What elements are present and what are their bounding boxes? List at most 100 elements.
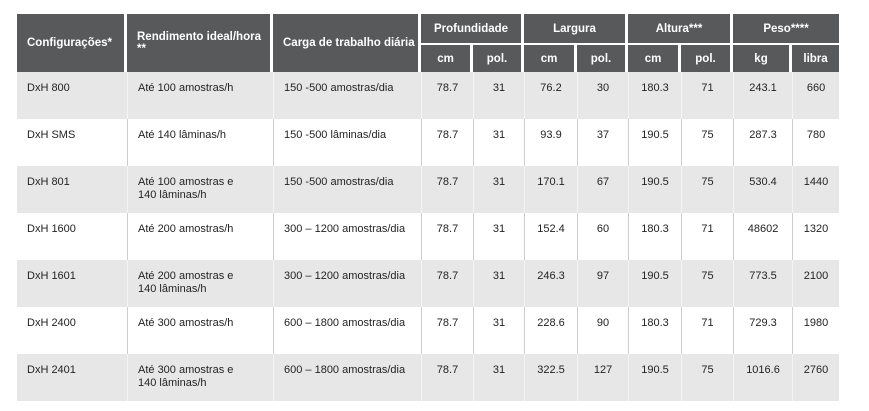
cell-largura-pol: 60 <box>577 213 629 260</box>
cell-largura-cm: 228.6 <box>524 307 577 354</box>
cell-altura-pol: 71 <box>681 72 734 119</box>
col-header-carga: Carga de trabalho diária <box>273 14 421 72</box>
table-row-dxh-800: DxH 800 Até 100 amostras/h 150 -500 amos… <box>17 72 840 119</box>
cell-profundidade-cm: 78.7 <box>421 354 473 401</box>
col-group-profundidade: Profundidade <box>421 14 524 45</box>
table-row-dxh-2400: DxH 2400 Até 300 amostras/h 600 – 1800 a… <box>17 307 840 354</box>
cell-workload: 150 -500 lâminas/dia <box>273 119 421 166</box>
subcol-profundidade-cm: cm <box>421 45 473 72</box>
cell-config: DxH 1601 <box>17 260 127 307</box>
cell-profundidade-pol: 31 <box>473 354 524 401</box>
subcol-largura-cm: cm <box>524 45 577 72</box>
cell-throughput: Até 300 amostras/h <box>127 307 273 354</box>
subcol-profundidade-pol: pol. <box>473 45 524 72</box>
table-row-dxh-2401: DxH 2401 Até 300 amostras e 140 lâminas/… <box>17 354 840 401</box>
col-header-rendimento: Rendimento ideal/hora ** <box>127 14 273 72</box>
col-group-altura: Altura*** <box>628 14 734 45</box>
cell-largura-pol: 30 <box>577 72 629 119</box>
cell-altura-pol: 71 <box>681 213 734 260</box>
cell-largura-pol: 90 <box>577 307 629 354</box>
cell-peso-libra: 780 <box>792 119 840 166</box>
cell-throughput: Até 200 amostras e 140 lâminas/h <box>127 260 273 307</box>
cell-profundidade-cm: 78.7 <box>421 307 473 354</box>
cell-peso-kg: 729.3 <box>733 307 793 354</box>
cell-altura-pol: 71 <box>681 307 734 354</box>
col-group-largura: Largura <box>524 14 629 45</box>
cell-largura-pol: 37 <box>577 119 629 166</box>
subcol-altura-cm: cm <box>628 45 682 72</box>
cell-config: DxH 1600 <box>17 213 127 260</box>
subcol-peso-kg: kg <box>733 45 793 72</box>
table-row-dxh-1601: DxH 1601 Até 200 amostras e 140 lâminas/… <box>17 260 840 307</box>
table-row-dxh-sms: DxH SMS Até 140 lâminas/h 150 -500 lâmin… <box>17 119 840 166</box>
cell-peso-kg: 287.3 <box>733 119 793 166</box>
col-header-configuracoes: Configurações* <box>17 14 127 72</box>
cell-peso-libra: 1320 <box>792 213 840 260</box>
cell-altura-cm: 190.5 <box>628 166 682 213</box>
cell-profundidade-cm: 78.7 <box>421 213 473 260</box>
cell-config: DxH 2400 <box>17 307 127 354</box>
cell-workload: 600 – 1800 amostras/dia <box>273 307 421 354</box>
cell-largura-pol: 127 <box>577 354 629 401</box>
cell-config: DxH 800 <box>17 72 127 119</box>
cell-peso-libra: 2760 <box>792 354 840 401</box>
cell-altura-pol: 75 <box>681 354 734 401</box>
cell-workload: 150 -500 amostras/dia <box>273 166 421 213</box>
cell-largura-cm: 322.5 <box>524 354 577 401</box>
cell-workload: 150 -500 amostras/dia <box>273 72 421 119</box>
spec-table: Configurações* Rendimento ideal/hora ** … <box>17 14 840 401</box>
header-group-row: Configurações* Rendimento ideal/hora ** … <box>17 14 840 72</box>
cell-profundidade-pol: 31 <box>473 72 524 119</box>
cell-altura-cm: 180.3 <box>628 72 682 119</box>
cell-profundidade-pol: 31 <box>473 166 524 213</box>
cell-altura-cm: 190.5 <box>628 119 682 166</box>
cell-largura-cm: 246.3 <box>524 260 577 307</box>
col-group-peso: Peso**** <box>733 14 840 45</box>
cell-profundidade-cm: 78.7 <box>421 119 473 166</box>
cell-profundidade-cm: 78.7 <box>421 260 473 307</box>
header-sub-row: cm pol. cm pol. cm pol. kg libra <box>17 45 840 72</box>
cell-altura-pol: 75 <box>681 119 734 166</box>
cell-throughput: Até 100 amostras e 140 lâminas/h <box>127 166 273 213</box>
cell-throughput: Até 140 lâminas/h <box>127 119 273 166</box>
cell-largura-pol: 97 <box>577 260 629 307</box>
cell-profundidade-pol: 31 <box>473 119 524 166</box>
cell-altura-cm: 190.5 <box>628 260 682 307</box>
cell-altura-cm: 190.5 <box>628 354 682 401</box>
cell-config: DxH 801 <box>17 166 127 213</box>
cell-throughput: Até 200 amostras/h <box>127 213 273 260</box>
cell-largura-cm: 170.1 <box>524 166 577 213</box>
cell-profundidade-pol: 31 <box>473 260 524 307</box>
cell-largura-cm: 76.2 <box>524 72 577 119</box>
cell-profundidade-pol: 31 <box>473 307 524 354</box>
cell-config: DxH 2401 <box>17 354 127 401</box>
cell-config: DxH SMS <box>17 119 127 166</box>
cell-profundidade-cm: 78.7 <box>421 166 473 213</box>
cell-largura-cm: 152.4 <box>524 213 577 260</box>
cell-workload: 600 – 1800 amostras/dia <box>273 354 421 401</box>
cell-altura-cm: 180.3 <box>628 213 682 260</box>
cell-altura-cm: 180.3 <box>628 307 682 354</box>
cell-peso-kg: 243.1 <box>733 72 793 119</box>
subcol-largura-pol: pol. <box>577 45 629 72</box>
cell-peso-kg: 1016.6 <box>733 354 793 401</box>
table-row-dxh-1600: DxH 1600 Até 200 amostras/h 300 – 1200 a… <box>17 213 840 260</box>
cell-workload: 300 – 1200 amostras/dia <box>273 213 421 260</box>
table-body: DxH 800 Até 100 amostras/h 150 -500 amos… <box>17 72 840 401</box>
cell-peso-libra: 1980 <box>792 307 840 354</box>
cell-peso-kg: 48602 <box>733 213 793 260</box>
cell-throughput: Até 300 amostras e 140 lâminas/h <box>127 354 273 401</box>
cell-peso-kg: 773.5 <box>733 260 793 307</box>
cell-largura-pol: 67 <box>577 166 629 213</box>
cell-profundidade-cm: 78.7 <box>421 72 473 119</box>
cell-altura-pol: 75 <box>681 166 734 213</box>
cell-peso-libra: 1440 <box>792 166 840 213</box>
table-header: Configurações* Rendimento ideal/hora ** … <box>17 14 840 72</box>
subcol-altura-pol: pol. <box>681 45 734 72</box>
subcol-peso-libra: libra <box>792 45 840 72</box>
cell-altura-pol: 75 <box>681 260 734 307</box>
table-row-dxh-801: DxH 801 Até 100 amostras e 140 lâminas/h… <box>17 166 840 213</box>
cell-workload: 300 – 1200 amostras/dia <box>273 260 421 307</box>
cell-throughput: Até 100 amostras/h <box>127 72 273 119</box>
cell-largura-cm: 93.9 <box>524 119 577 166</box>
